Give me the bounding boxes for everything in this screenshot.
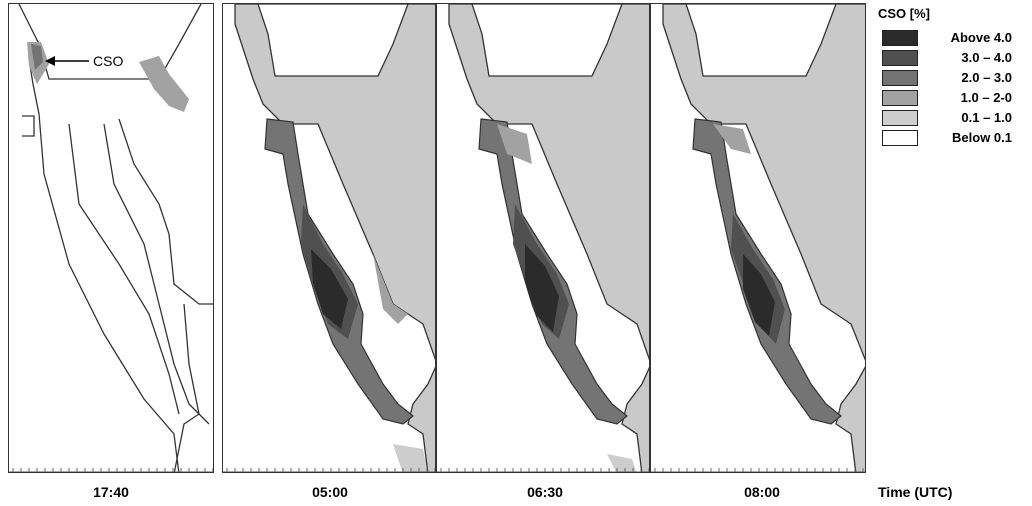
cso-annotation-label: CSO <box>93 53 123 69</box>
plume-zone-4 <box>373 254 408 324</box>
plume-zone-3 <box>743 254 775 336</box>
estuary-map-0500 <box>223 4 435 472</box>
legend-title: CSO [%] <box>878 6 930 21</box>
plume-zone-4 <box>713 124 751 154</box>
legend-label: Above 4.0 <box>950 30 1012 45</box>
map-panel-1740: CSO <box>8 3 214 473</box>
time-label-2: 05:00 <box>312 484 348 500</box>
plume-zone-3 <box>311 249 348 329</box>
estuary-map-1740: CSO <box>9 4 213 472</box>
legend-label: 0.1 – 1.0 <box>961 110 1012 125</box>
bay-water <box>257 4 409 77</box>
plume-zone-4 <box>497 124 532 164</box>
legend-swatch <box>882 50 918 66</box>
time-label-3: 06:30 <box>527 484 563 500</box>
legend-swatch <box>882 110 918 126</box>
bay-water <box>471 4 623 77</box>
legend-swatch <box>882 130 918 146</box>
legend-swatch <box>882 70 918 86</box>
map-panel-0500 <box>222 3 436 473</box>
legend-label: Below 0.1 <box>952 130 1012 145</box>
legend-label: 1.0 – 2-0 <box>960 90 1012 105</box>
legend-label: 3.0 – 4.0 <box>961 50 1012 65</box>
legend-label: 2.0 – 3.0 <box>961 70 1012 85</box>
bay-water <box>685 4 837 77</box>
time-label-4: 08:00 <box>744 484 780 500</box>
map-panel-0800 <box>650 3 866 473</box>
plume-zone-3 <box>525 244 559 332</box>
cso-arrow-head <box>45 56 55 66</box>
estuary-map-0630 <box>437 4 649 472</box>
time-axis-title: Time (UTC) <box>878 484 953 500</box>
plume-medium <box>31 44 43 70</box>
legend-swatch <box>882 30 918 46</box>
time-label-1: 17:40 <box>93 484 129 500</box>
legend-swatch <box>882 90 918 106</box>
map-panel-0630 <box>436 3 650 473</box>
plume-zone-5 <box>393 444 428 472</box>
estuary-map-0800 <box>651 4 865 472</box>
plume-zone-5 <box>607 454 637 472</box>
plume-offshore <box>139 56 189 112</box>
